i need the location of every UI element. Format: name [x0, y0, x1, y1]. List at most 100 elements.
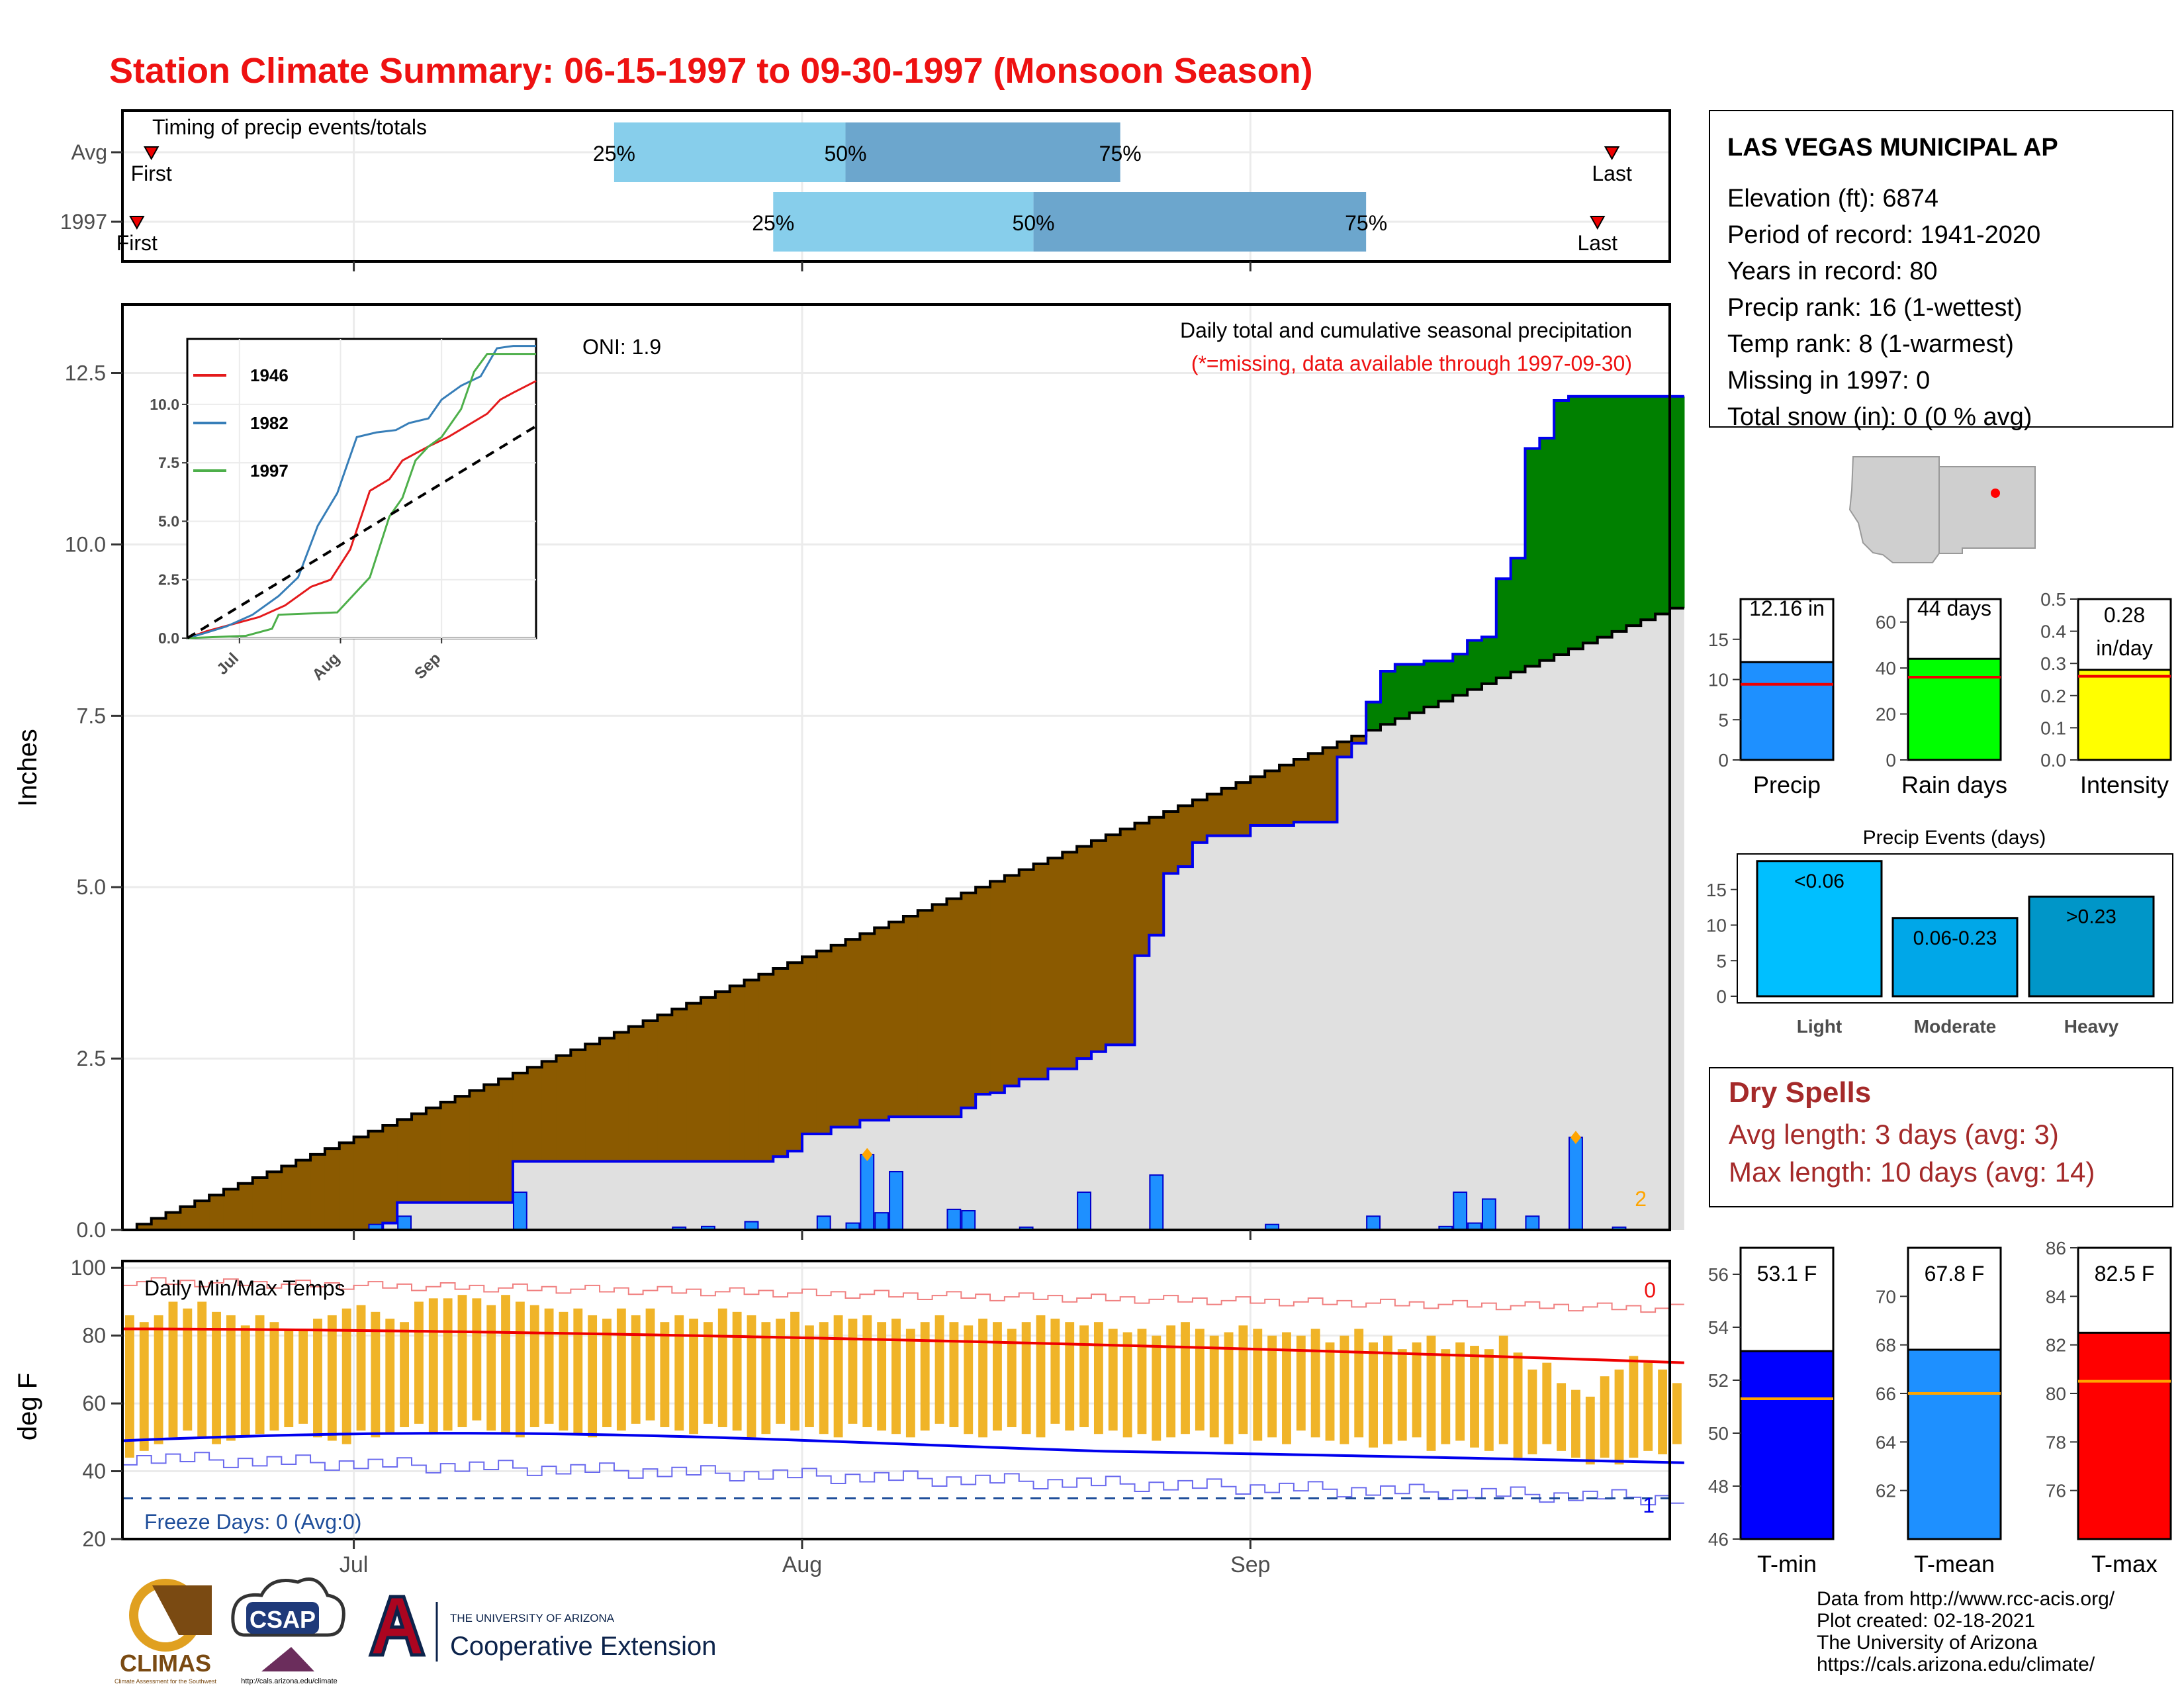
- deficit-band: [1105, 835, 1121, 1045]
- dry-spells-frame: [1709, 1067, 2173, 1207]
- station-info-line: Temp rank: 8 (1-warmest): [1727, 330, 2014, 358]
- avg-min-temp-line: [122, 1432, 1684, 1464]
- temp-summary-fill: [1907, 1348, 2002, 1540]
- deficit-band: [903, 915, 919, 1117]
- figure-title: Station Climate Summary: 06-15-1997 to 0…: [109, 51, 1313, 91]
- timing-bar-q25-q50: [773, 192, 1034, 252]
- deficit-band: [209, 1195, 224, 1230]
- cumulative-grey-area: [122, 608, 1684, 1230]
- daily-temp-bar: [501, 1295, 510, 1434]
- daily-temp-bar: [891, 1319, 901, 1434]
- deficit-band: [440, 1102, 456, 1203]
- surplus-band: [1641, 396, 1656, 620]
- first-event-label: First: [131, 162, 172, 185]
- summary-bar-tick-label: 0.5: [2040, 589, 2066, 610]
- deficit-band: [512, 1072, 528, 1162]
- daily-temp-bar: [1340, 1335, 1349, 1444]
- daily-temp-bar: [457, 1295, 467, 1427]
- daily-temp-bar: [1065, 1322, 1075, 1431]
- summary-bar-tick-label: 60: [1876, 612, 1896, 633]
- deficit-band: [1192, 800, 1208, 843]
- daily-precip-bar: [889, 1170, 903, 1231]
- surplus-band: [1597, 396, 1613, 637]
- temp-summary-tick-label: 52: [1708, 1370, 1729, 1391]
- timing-pct-label: 50%: [824, 142, 866, 165]
- precip-y-ticks: 0.0 2.5 5.0 7.5 10.0 12.5: [65, 361, 1251, 1242]
- precip-y-tick-label: 5.0: [77, 875, 106, 899]
- first-event-marker: [144, 146, 159, 161]
- daily-precip-bar: [816, 1215, 831, 1231]
- daily-temp-bar: [284, 1329, 294, 1427]
- daily-temp-bar: [1383, 1335, 1392, 1444]
- precip-areas: [122, 396, 1685, 1230]
- deficit-band: [1033, 863, 1049, 1080]
- surplus-band: [1438, 661, 1453, 702]
- surplus-band: [1539, 438, 1555, 661]
- daily-precip-bar: [1525, 1215, 1540, 1231]
- daily-temp-bar: [776, 1319, 786, 1424]
- temp-summary-tick-label: 86: [2046, 1238, 2066, 1258]
- precip-y-tick-label: 2.5: [77, 1047, 106, 1070]
- events-y-tick-label: 0: [1716, 986, 1727, 1007]
- timing-row-label: 1997: [60, 210, 107, 234]
- deficit-band: [1236, 782, 1251, 836]
- csap-logo: CSAP http://cals.arizona.edu/climate: [231, 1577, 345, 1685]
- summary-bar-tick-label: 0.3: [2040, 653, 2066, 674]
- climas-logo: CLIMAS Climate Assessment for the Southw…: [114, 1579, 217, 1685]
- summary-bar-intensity: 0.0 0.1 0.2 0.3 0.4 0.5 0.28 in/day Intensity: [2040, 589, 2172, 798]
- surplus-band: [1612, 396, 1627, 632]
- footer-logos: CLIMAS Climate Assessment for the Southw…: [114, 1577, 716, 1685]
- events-y-tick-label: 5: [1716, 951, 1727, 971]
- daily-temp-bar: [949, 1322, 959, 1427]
- precip-corner-count: 2: [1635, 1187, 1647, 1211]
- daily-temp-bar: [1108, 1329, 1118, 1431]
- average-cumulative-line: [122, 606, 1684, 1231]
- daily-temp-bar: [1267, 1335, 1277, 1438]
- daily-temp-bar: [920, 1322, 930, 1431]
- daily-temp-bar: [1354, 1329, 1364, 1438]
- daily-temp-bar: [486, 1305, 496, 1431]
- temp-summary-bars: 46 48 50 52 54 56 53.1 F T-min 62 64 66 68 70 67.8 F T…: [1708, 1238, 2172, 1577]
- timing-panel: 25% 50% 75% First Last 25% 50% 75% First Last Tim…: [60, 109, 1671, 271]
- deficit-band: [281, 1166, 296, 1230]
- timing-pct-label: 25%: [593, 142, 635, 165]
- daily-temp-bar: [212, 1311, 221, 1444]
- daily-temp-bars: [125, 1295, 1682, 1465]
- daily-precip-bar: [397, 1215, 412, 1231]
- temp-bottom-count: 1: [1643, 1493, 1655, 1517]
- deficit-band: [715, 992, 731, 1162]
- deficit-band: [1019, 869, 1034, 1080]
- daily-temp-bar: [1484, 1349, 1494, 1451]
- deficit-band: [353, 1137, 369, 1230]
- deficit-band: [1221, 788, 1237, 836]
- deficit-band: [1337, 741, 1352, 757]
- deficit-band: [368, 1131, 383, 1230]
- daily-temp-bar: [833, 1315, 843, 1438]
- locator-map: [1846, 445, 2036, 564]
- oni-label: ONI: 1.9: [582, 335, 661, 359]
- deficit-band: [1206, 794, 1222, 836]
- daily-temp-bar: [1629, 1356, 1639, 1458]
- daily-temp-bar: [544, 1308, 554, 1424]
- temp-summary-tick-label: 56: [1708, 1264, 1729, 1285]
- surplus-band: [1453, 654, 1468, 696]
- daily-temp-bar: [1181, 1322, 1190, 1434]
- deficit-band: [585, 1044, 600, 1162]
- summary-bar-rain-days: 0 20 40 60 44 days Rain days: [1876, 596, 2007, 798]
- daily-precip-bar: [946, 1208, 962, 1231]
- deficit-band: [267, 1172, 282, 1230]
- summary-bar-precip: 0 5 10 15 12.16 in Precip: [1708, 596, 1835, 798]
- daily-temp-bar: [732, 1311, 742, 1431]
- timing-row-labels: Avg 1997: [60, 140, 1251, 271]
- daily-precip-bar: [512, 1192, 527, 1231]
- deficit-band: [238, 1183, 253, 1230]
- summary-bar-tick-label: 0.0: [2040, 750, 2066, 771]
- daily-temp-bar: [1412, 1342, 1422, 1438]
- inset-y-tick-label: 5.0: [158, 512, 179, 530]
- deficit-band: [1178, 806, 1193, 867]
- daily-temp-bar: [125, 1315, 134, 1458]
- footer-credits: Data from http://www.rcc-acis.org/Plot c…: [1817, 1588, 2115, 1675]
- daily-precip-bar: [860, 1154, 875, 1231]
- daily-temp-bar: [298, 1329, 308, 1424]
